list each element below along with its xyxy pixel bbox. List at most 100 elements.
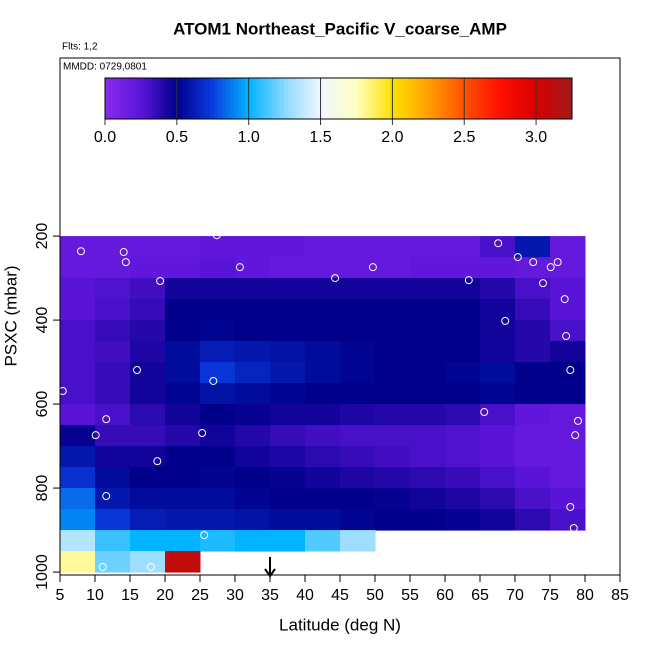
heat-cell xyxy=(340,320,376,342)
colorbar-segment xyxy=(420,78,425,119)
colorbar-segment xyxy=(178,78,184,119)
colorbar-segment xyxy=(147,78,153,119)
flight-point xyxy=(147,563,155,572)
x-tick-label: 70 xyxy=(506,587,524,604)
heat-cell xyxy=(550,341,586,363)
heat-cell xyxy=(165,299,201,321)
heat-cell xyxy=(550,257,586,279)
x-tick-label: 25 xyxy=(191,587,209,604)
heat-cell xyxy=(95,404,131,426)
heat-cell xyxy=(305,299,341,321)
colorbar-segment xyxy=(490,78,495,119)
colorbar-segment xyxy=(217,78,223,119)
colorbar-segment xyxy=(463,78,468,119)
flight-point xyxy=(529,258,538,267)
heat-cell xyxy=(375,446,411,468)
heat-cell xyxy=(515,425,551,447)
heat-cell xyxy=(375,404,411,426)
colorbar-segment xyxy=(311,78,316,119)
heat-cell xyxy=(270,278,306,300)
colorbar-segment xyxy=(428,78,433,119)
heat-cell xyxy=(95,341,131,363)
heat-cell xyxy=(340,236,376,258)
y-tick-label: 400 xyxy=(34,307,51,334)
flight-point xyxy=(539,279,547,288)
x-tick-label: 5 xyxy=(56,587,65,604)
heat-cell xyxy=(305,467,341,489)
heat-cell xyxy=(60,236,96,258)
heat-cell xyxy=(165,425,201,447)
heat-cell xyxy=(515,278,551,300)
heat-cell xyxy=(445,278,481,300)
heat-cell xyxy=(550,299,586,321)
heat-cell xyxy=(340,509,376,531)
colorbar-segment xyxy=(256,78,262,119)
heat-cell xyxy=(445,425,481,447)
colorbar-segment xyxy=(225,78,231,119)
flight-point xyxy=(133,366,141,375)
heat-cell xyxy=(270,299,306,321)
heat-cell xyxy=(270,488,306,510)
heat-cell xyxy=(60,341,96,363)
x-tick-label: 15 xyxy=(121,587,139,604)
heat-cell xyxy=(165,341,201,363)
colorbar-segment xyxy=(412,78,417,119)
heat-cell xyxy=(445,509,481,531)
flight-point xyxy=(480,408,489,417)
colorbar-segment xyxy=(529,78,534,119)
heat-cell xyxy=(445,446,481,468)
colorbar-segment xyxy=(108,78,114,119)
colorbar-segment xyxy=(346,78,351,119)
heat-cell xyxy=(235,488,271,510)
colorbar-segment xyxy=(408,78,413,119)
dates-label: MMDD: 0729,0801 xyxy=(63,62,147,73)
heat-cell xyxy=(235,362,271,384)
heat-cell xyxy=(445,320,481,342)
heat-cell xyxy=(340,488,376,510)
colorbar-segment xyxy=(229,78,234,119)
colorbar-segment xyxy=(116,78,122,119)
heat-cell xyxy=(130,404,166,426)
flight-point xyxy=(121,258,130,267)
heat-cell xyxy=(445,488,481,510)
heat-cell xyxy=(515,509,551,531)
colorbar-segment xyxy=(120,78,125,119)
colorbar-segment xyxy=(248,78,254,119)
flight-point xyxy=(91,431,100,440)
heat-cell xyxy=(410,257,446,279)
x-tick-label: 35 xyxy=(261,587,279,604)
colorbar-segment xyxy=(284,78,289,119)
heat-cell xyxy=(410,236,446,258)
colorbar-segment xyxy=(548,78,554,119)
heat-cell xyxy=(60,467,96,489)
colorbar-segment xyxy=(198,78,203,119)
colorbar-segment xyxy=(564,78,569,119)
flight-point xyxy=(58,387,67,396)
heat-cell xyxy=(550,509,586,531)
flight-point xyxy=(574,416,582,425)
heat-cell xyxy=(200,509,236,531)
colorbar-segment xyxy=(431,78,437,119)
colorbar-tick-label: 0.5 xyxy=(166,129,188,146)
colorbar-segment xyxy=(505,78,511,119)
x-axis-label: Latitude (deg N) xyxy=(279,615,401,634)
x-tick-label: 85 xyxy=(611,587,629,604)
heat-cell xyxy=(60,488,96,510)
heat-cell xyxy=(375,362,411,384)
heat-cell xyxy=(95,320,131,342)
colorbar-segment xyxy=(556,78,561,119)
heat-cell xyxy=(340,341,376,363)
heat-cell xyxy=(200,299,236,321)
colorbar-segment xyxy=(540,78,546,119)
colorbar-segment xyxy=(451,78,456,119)
heat-cell xyxy=(235,299,271,321)
heat-cell xyxy=(95,446,131,468)
colorbar-segment xyxy=(525,78,530,119)
heat-cell xyxy=(95,551,131,573)
marker-arrow-head xyxy=(264,568,276,578)
colorbar-segment xyxy=(498,78,503,119)
colorbar-segment xyxy=(264,78,269,119)
flight-point xyxy=(102,492,111,501)
heat-cell xyxy=(305,362,341,384)
heat-cell xyxy=(270,362,306,384)
